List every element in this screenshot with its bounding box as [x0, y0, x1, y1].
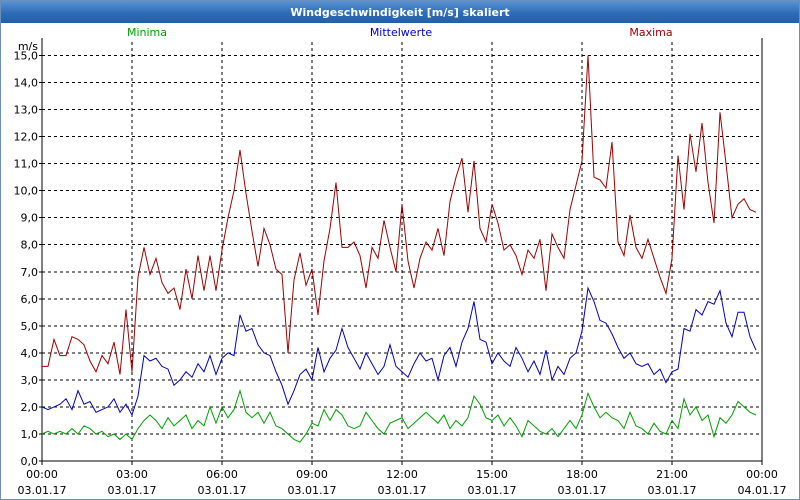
x-tick-time: 15:00 [476, 468, 508, 481]
legend-item-mittelwerte: Mittelwerte [370, 26, 433, 39]
x-tick-time: 06:00 [206, 468, 238, 481]
y-tick-label: 15,0 [14, 50, 39, 63]
chart-series [41, 55, 757, 443]
y-tick-label: 0,0 [21, 455, 39, 468]
x-axis: 00:00 03.01.17 03:00 03.01.17 06:00 03.01.17 0… [18, 461, 787, 497]
y-tick-label: 2,0 [21, 401, 39, 414]
chart-grid [42, 42, 762, 461]
legend-item-maxima: Maxima [629, 26, 672, 39]
y-tick-label: 9,0 [21, 212, 39, 225]
x-tick-time: 09:00 [296, 468, 328, 481]
x-tick-date: 03.01.17 [288, 484, 337, 497]
x-tick-time: 03:00 [116, 468, 148, 481]
x-tick-date: 03.01.17 [18, 484, 67, 497]
x-tick-date: 03.01.17 [468, 484, 517, 497]
window-title: Windgeschwindigkeit [m/s] skaliert [1, 1, 799, 23]
y-tick-label: 8,0 [21, 239, 39, 252]
series-line-maxima [42, 55, 757, 375]
x-tick-date: 03.01.17 [648, 484, 697, 497]
y-tick-label: 1,0 [21, 428, 39, 441]
y-tick-label: 10,0 [14, 185, 39, 198]
y-tick-label: 13,0 [14, 104, 39, 117]
legend-item-minima: Minima [127, 26, 167, 39]
series-line-mittelwerte [41, 286, 757, 417]
x-tick-date: 03.01.17 [198, 484, 247, 497]
x-tick-time: 18:00 [566, 468, 598, 481]
x-tick-time: 00:00 [746, 468, 778, 481]
y-tick-label: 6,0 [21, 293, 39, 306]
x-tick-date: 03.01.17 [378, 484, 427, 497]
y-tick-label: 12,0 [14, 131, 39, 144]
y-tick-label: 14,0 [14, 77, 39, 90]
x-tick-date: 04.01.17 [738, 484, 787, 497]
x-tick-time: 21:00 [656, 468, 688, 481]
series-line-minima [41, 388, 757, 443]
x-tick-date: 03.01.17 [108, 484, 157, 497]
y-tick-label: 5,0 [21, 320, 39, 333]
x-tick-time: 00:00 [26, 468, 58, 481]
x-tick-date: 03.01.17 [558, 484, 607, 497]
y-axis: 0,0 1,0 2,0 3,0 4,0 5,0 6,0 7,0 8,0 9,0 10,0 11,0 12… [14, 40, 42, 468]
y-axis-label: m/s [18, 40, 38, 53]
y-tick-label: 11,0 [14, 158, 39, 171]
y-tick-label: 7,0 [21, 266, 39, 279]
chart-legend: Minima Mittelwerte Maxima [127, 26, 673, 39]
y-tick-label: 4,0 [21, 347, 39, 360]
x-tick-time: 12:00 [386, 468, 418, 481]
y-tick-label: 3,0 [21, 374, 39, 387]
